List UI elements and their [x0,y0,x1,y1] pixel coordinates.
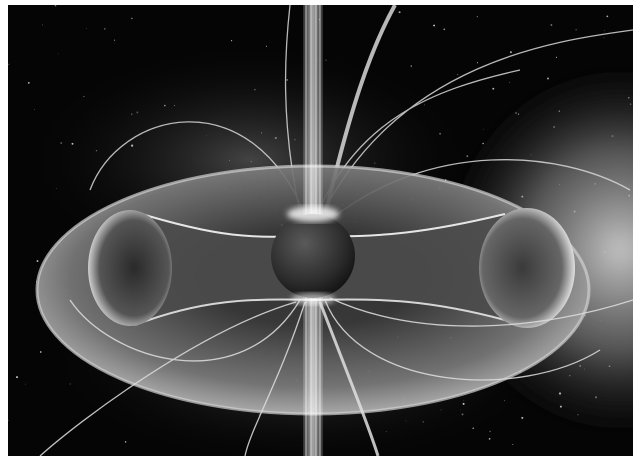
star [457,74,459,76]
star [509,81,511,83]
star [42,24,43,26]
star [512,443,514,445]
star [25,383,27,385]
star [15,376,19,379]
field-line [39,301,297,456]
star [36,260,39,262]
star [604,30,606,31]
star [555,56,557,58]
star [488,438,491,440]
star [54,5,57,7]
star [509,51,512,54]
star [433,24,435,27]
star [443,28,446,31]
planet [271,214,355,298]
torus-cross-section [479,208,575,328]
field-line [244,301,306,456]
star [27,82,30,84]
star [603,37,605,39]
star [575,29,577,31]
field-line [321,29,633,216]
star [8,63,10,66]
star [550,24,553,26]
star [410,65,412,67]
star [606,15,609,18]
star [104,28,106,30]
field-lines-front [39,297,633,456]
star [86,28,87,29]
star [34,109,36,111]
star [57,53,59,55]
star [114,39,116,41]
star [492,87,495,90]
star [131,17,133,20]
aurora-north [287,206,339,222]
star [8,419,9,421]
field-line [318,301,380,456]
field-line [324,299,601,381]
star [476,16,478,18]
scene-frame [8,5,633,456]
aurora-south [291,293,335,305]
field-line [69,299,301,362]
torus-cross-section [88,210,172,326]
star [398,11,401,14]
field-line [329,297,633,327]
star [476,62,479,64]
